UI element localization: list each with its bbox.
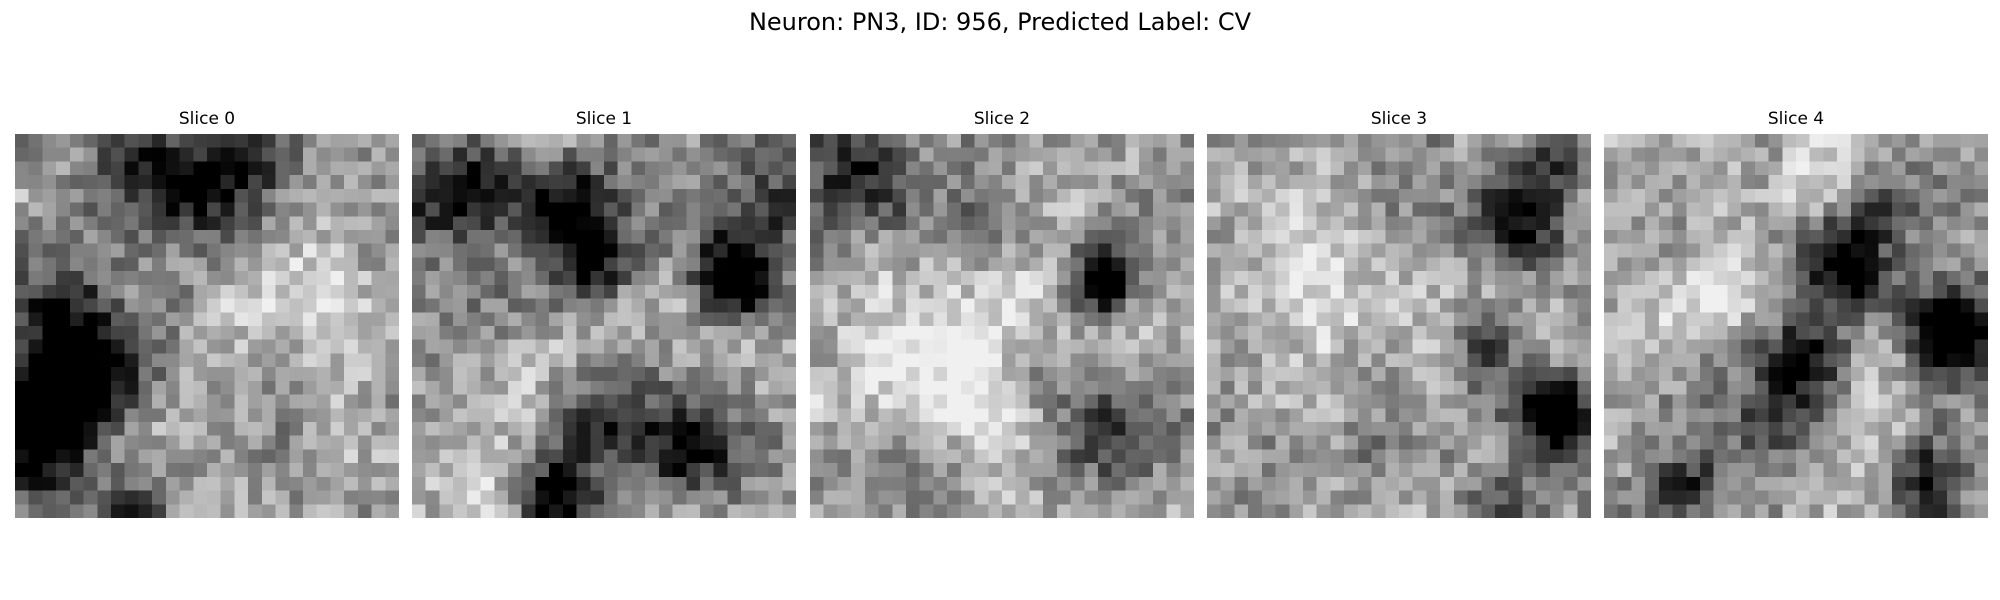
slice-panel-3: Slice 3 <box>1207 108 1591 518</box>
slice-title-4: Slice 4 <box>1767 109 1825 129</box>
slice-title-0: Slice 0 <box>178 109 236 129</box>
slice-panel-4: Slice 4 <box>1604 108 1988 518</box>
slice-panel-1: Slice 1 <box>412 108 796 518</box>
slice-image-4 <box>1604 134 1988 518</box>
slice-image-0 <box>15 134 399 518</box>
slice-title-1: Slice 1 <box>575 109 633 129</box>
slice-panel-0: Slice 0 <box>15 108 399 518</box>
slice-image-1 <box>412 134 796 518</box>
slice-panel-2: Slice 2 <box>810 108 1194 518</box>
slice-title-2: Slice 2 <box>973 109 1031 129</box>
slice-title-3: Slice 3 <box>1370 109 1428 129</box>
slice-image-2 <box>810 134 1194 518</box>
figure-title: Neuron: PN3, ID: 956, Predicted Label: C… <box>748 8 1252 36</box>
slice-image-3 <box>1207 134 1591 518</box>
